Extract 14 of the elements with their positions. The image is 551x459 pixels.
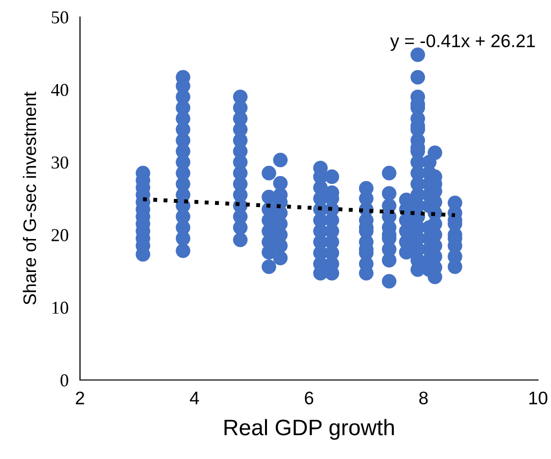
x-tick-label: 6: [304, 392, 314, 404]
y-tick-label: 50: [52, 11, 68, 24]
x-tick-label: 2: [76, 392, 84, 404]
y-tick-label: 40: [51, 84, 68, 96]
y-axis-title: Share of G-sec investment: [22, 92, 36, 305]
y-tick-label: 0: [60, 374, 68, 386]
x-tick-label: 10: [529, 392, 548, 404]
y-tick-label: 10: [52, 302, 68, 314]
x-tick-label: 4: [190, 392, 199, 404]
x-tick-label: 8: [419, 392, 428, 404]
y-tick-label: 20: [52, 229, 68, 242]
annotation: y = -0.41x + 26.21: [390, 34, 535, 51]
y-tick-label: 30: [52, 156, 68, 169]
x-axis-title: Real GDP growth: [224, 419, 394, 440]
